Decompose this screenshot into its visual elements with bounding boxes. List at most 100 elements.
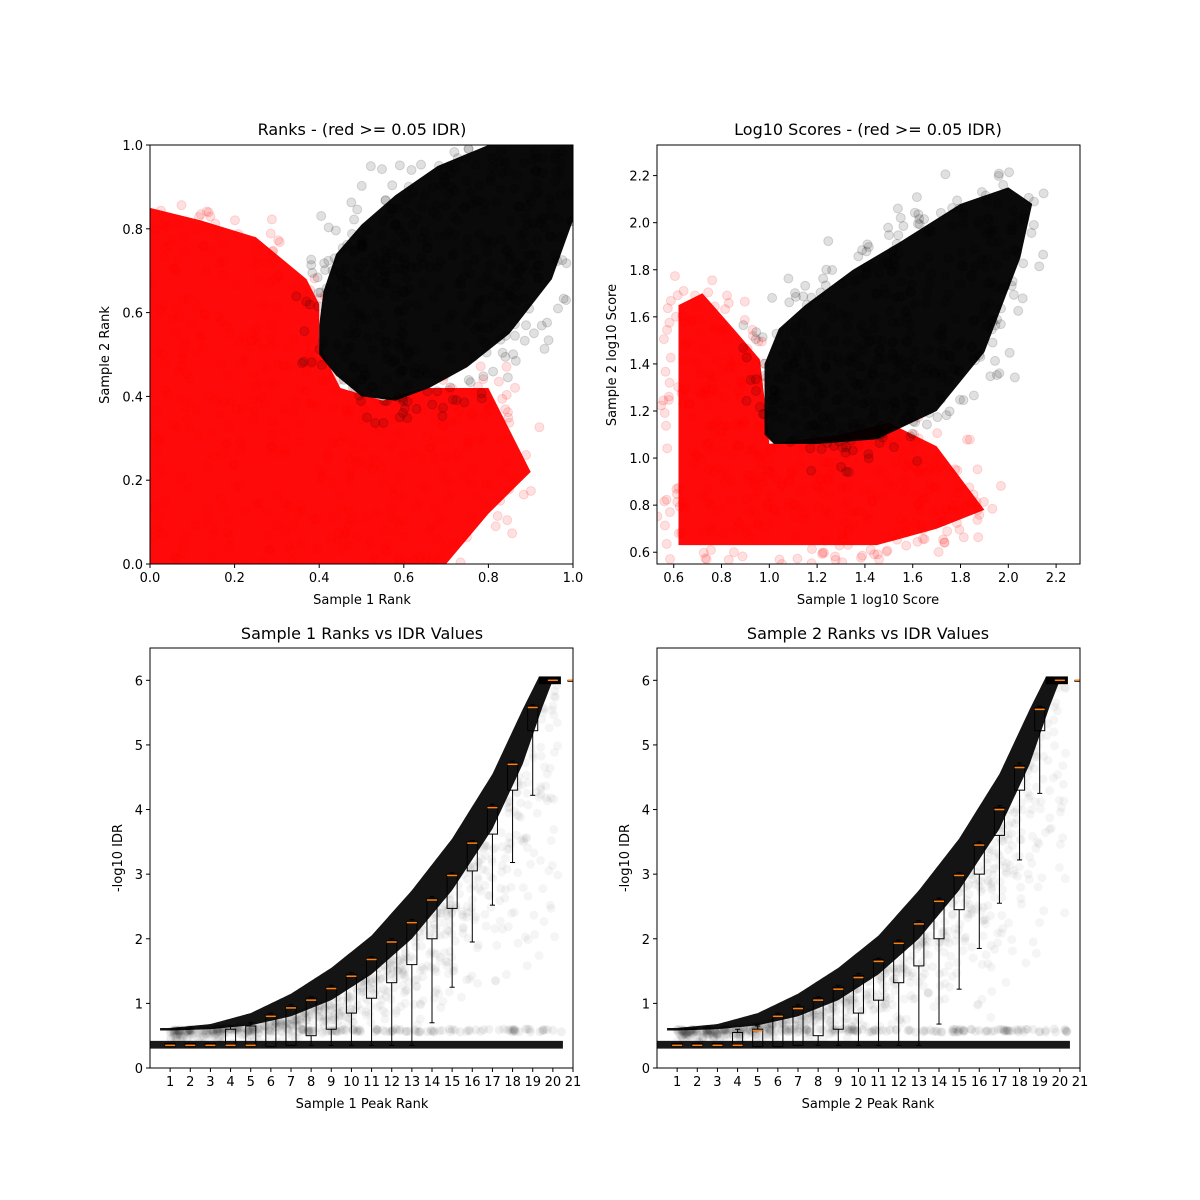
fail-peak-point [359,404,370,415]
idr-point [431,913,441,923]
pass-peak-point [937,346,948,357]
idr-point [337,1006,347,1016]
pass-peak-point [529,166,540,177]
pass-peak-point [450,162,461,173]
pass-peak-point [861,268,872,279]
panel-scores: Log10 Scores - (red >= 0.05 IDR) 0.6 0.8 1… [605,120,1081,608]
pass-peak-point [332,339,343,350]
pass-peak-point [855,418,866,429]
idr-point [521,1024,531,1034]
box-7 [285,1004,297,1046]
x-tick-label: 9 [327,1075,335,1090]
idr-point [1004,1026,1014,1036]
idr-point [741,1030,751,1040]
pass-peak-point [769,385,780,396]
fail-peak-point [333,490,344,501]
idr-point [974,1025,984,1035]
pass-peak-point [342,277,353,288]
fail-peak-point [962,434,973,445]
idr-point [399,988,409,998]
fail-peak-point [174,393,185,404]
x-tick-label: 16 [971,1075,988,1090]
fail-peak-point [162,221,173,232]
pass-peak-point [892,203,903,214]
pass-peak-point [923,252,934,263]
fail-peak-point [278,498,289,509]
idr-point [1036,796,1046,806]
fail-peak-point [180,246,191,257]
pass-peak-point [932,329,943,340]
idr-point [482,865,492,875]
pass-peak-point [818,273,829,284]
idr-point [767,1019,777,1029]
pass-peak-point [374,260,385,271]
pass-peak-point [738,342,749,353]
fail-peak-point [437,421,448,432]
idr-point [529,848,539,858]
idr-point [681,1029,691,1039]
idr-point [1060,908,1070,918]
idr-point [288,1026,298,1036]
pass-peak-point [478,371,489,382]
fail-peak-point [415,552,426,563]
pass-peak-point [396,327,407,338]
idr-point [918,936,928,946]
pass-peak-point [412,214,423,225]
idr-point [377,974,387,984]
idr-point [317,1029,327,1039]
fail-peak-point [201,222,212,233]
idr-point [840,1023,850,1033]
idr-point [1048,773,1058,783]
pass-peak-point [385,203,396,214]
fail-peak-point [680,356,691,367]
idr-point [232,1025,242,1035]
fail-peak-point [820,457,831,468]
pass-peak-point [432,210,443,221]
x-tick-label: 5 [247,1075,255,1090]
fail-peak-point [743,470,754,481]
fail-peak-point [710,427,721,438]
fail-peak-point [735,377,746,388]
idr-point [355,1024,365,1034]
idr-point [763,1019,773,1029]
pass-peak-point [402,413,413,424]
x-tick-label: 1 [673,1075,681,1090]
pass-peak-point [893,230,904,241]
idr-point [867,1026,877,1036]
idr-point [751,1036,761,1046]
idr-point [744,1024,754,1034]
fail-peak-point [296,417,307,428]
idr-point [310,1004,320,1014]
idr-point [680,1028,690,1038]
idr-point [955,887,965,897]
pass-peak-point [883,258,894,269]
idr-point [265,1021,275,1031]
fail-peak-point [374,425,385,436]
idr-point [785,1014,795,1024]
fail-peak-point [953,506,964,517]
pass-peak-point [817,411,828,422]
box-3 [711,1042,723,1048]
idr-point [704,1025,714,1035]
pass-peak-point [947,203,958,214]
pass-peak-point [445,382,456,393]
idr-point [783,1026,793,1036]
idr-point [890,986,900,996]
pass-peak-point [889,292,900,303]
pass-peak-point [508,349,519,360]
idr-point [373,1002,383,1012]
x-tick-label: 18 [504,1075,521,1090]
fail-peak-point [687,412,698,423]
fail-peak-point [917,495,928,506]
idr-point [686,1028,696,1038]
idr-point [867,995,877,1005]
idr-point [199,1032,209,1042]
fail-peak-point [295,436,306,447]
fail-peak-point [933,546,944,557]
idr-point [437,1025,447,1035]
pass-peak-point [902,312,913,323]
fail-peak-point [935,461,946,472]
idr-point [252,1033,262,1043]
box-body [446,873,458,909]
pass-peak-point [524,303,535,314]
